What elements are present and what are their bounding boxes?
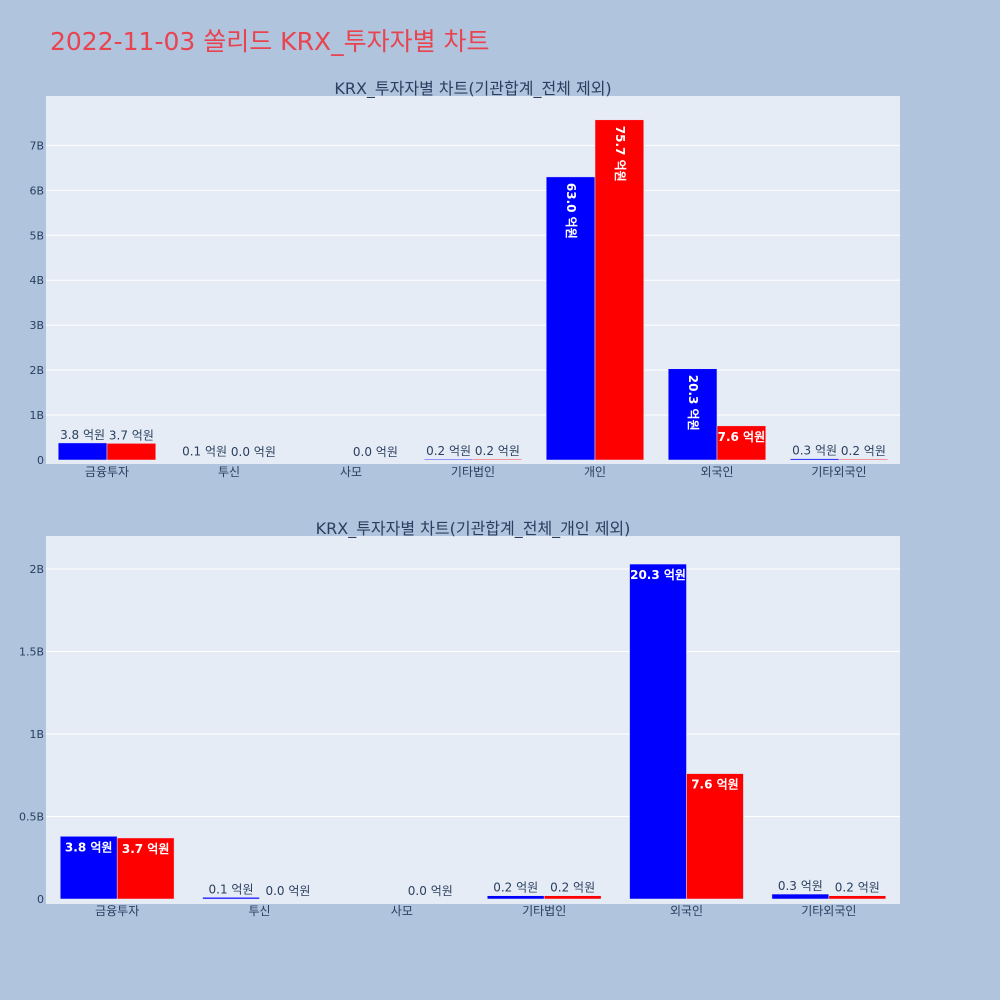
data-label: 20.3 억원 bbox=[630, 568, 686, 582]
bar bbox=[838, 458, 889, 461]
data-label: 7.6 억원 bbox=[691, 778, 739, 792]
y-tick-label: 2B bbox=[29, 563, 44, 576]
chart-title-1: KRX_투자자별 차트(기관합계_전체 제외) bbox=[334, 79, 611, 99]
x-tick-label: 외국인 bbox=[670, 904, 703, 918]
data-label: 7.6 억원 bbox=[718, 430, 766, 444]
x-tick-label: 기타외국인 bbox=[801, 904, 856, 918]
data-label: 0.0 억원 bbox=[408, 884, 453, 898]
bar bbox=[771, 893, 830, 900]
bar bbox=[486, 895, 545, 900]
y-tick-label: 2B bbox=[29, 364, 44, 377]
x-tick-label: 투신 bbox=[248, 904, 270, 918]
data-label: 75.7 억원 bbox=[613, 126, 627, 182]
data-label: 0.1 억원 bbox=[182, 445, 227, 459]
x-tick-label: 사모 bbox=[391, 904, 413, 918]
x-tick-label: 사모 bbox=[340, 465, 362, 479]
data-label: 3.7 억원 bbox=[109, 428, 154, 442]
data-label: 3.8 억원 bbox=[65, 840, 113, 854]
data-label: 0.2 억원 bbox=[841, 444, 886, 458]
x-tick-label: 외국인 bbox=[700, 465, 733, 479]
x-tick-label: 금융투자 bbox=[85, 465, 129, 479]
bar bbox=[716, 425, 767, 461]
y-tick-label: 1B bbox=[29, 409, 44, 422]
data-label: 0.0 억원 bbox=[353, 445, 398, 459]
y-tick-label: 4B bbox=[29, 274, 44, 287]
bar bbox=[789, 458, 840, 461]
data-label: 0.2 억원 bbox=[835, 881, 880, 895]
bar bbox=[686, 773, 744, 900]
bar bbox=[106, 443, 157, 461]
plot-area-2 bbox=[46, 536, 900, 904]
x-tick-label: 기타외국인 bbox=[811, 465, 866, 479]
data-label: 0.1 억원 bbox=[209, 882, 254, 896]
x-tick-label: 기타법인 bbox=[522, 904, 566, 918]
data-label: 0.3 억원 bbox=[778, 879, 823, 893]
x-tick-label: 투신 bbox=[218, 465, 240, 479]
data-label: 3.7 억원 bbox=[122, 842, 170, 856]
y-tick-label: 6B bbox=[29, 184, 44, 197]
x-tick-label: 기타법인 bbox=[451, 465, 495, 479]
page-title: 2022-11-03 쏠리드 KRX_투자자별 차트 bbox=[50, 27, 490, 56]
y-tick-label: 1B bbox=[29, 728, 44, 741]
y-tick-label: 5B bbox=[29, 229, 44, 242]
y-tick-label: 7B bbox=[29, 139, 44, 152]
data-label: 0.0 억원 bbox=[265, 884, 310, 898]
data-label: 20.3 억원 bbox=[686, 375, 700, 431]
x-tick-label: 금융투자 bbox=[95, 904, 139, 918]
bar bbox=[545, 176, 596, 461]
bar bbox=[629, 563, 687, 900]
bar bbox=[828, 895, 887, 900]
data-label: 0.0 억원 bbox=[231, 445, 276, 459]
data-label: 0.2 억원 bbox=[493, 881, 538, 895]
bar bbox=[116, 837, 175, 900]
chart-title-2: KRX_투자자별 차트(기관합계_전체_개인 제외) bbox=[316, 519, 631, 539]
data-label: 0.3 억원 bbox=[792, 444, 837, 458]
bar bbox=[59, 836, 118, 900]
data-label: 0.2 억원 bbox=[550, 881, 595, 895]
bar bbox=[594, 119, 645, 461]
bar bbox=[667, 368, 718, 461]
data-label: 0.2 억원 bbox=[475, 444, 520, 458]
x-tick-label: 개인 bbox=[584, 465, 606, 479]
y-tick-label: 0 bbox=[37, 893, 44, 906]
data-label: 3.8 억원 bbox=[60, 428, 105, 442]
bar bbox=[423, 458, 474, 461]
bar bbox=[57, 442, 108, 461]
y-tick-label: 1.5B bbox=[19, 646, 44, 659]
bar bbox=[543, 895, 602, 900]
data-label: 63.0 억원 bbox=[564, 183, 578, 239]
y-tick-label: 0.5B bbox=[19, 811, 44, 824]
y-tick-label: 0 bbox=[37, 454, 44, 467]
y-tick-label: 3B bbox=[29, 319, 44, 332]
bar bbox=[472, 458, 523, 461]
data-label: 0.2 억원 bbox=[426, 444, 471, 458]
bar bbox=[202, 897, 260, 900]
